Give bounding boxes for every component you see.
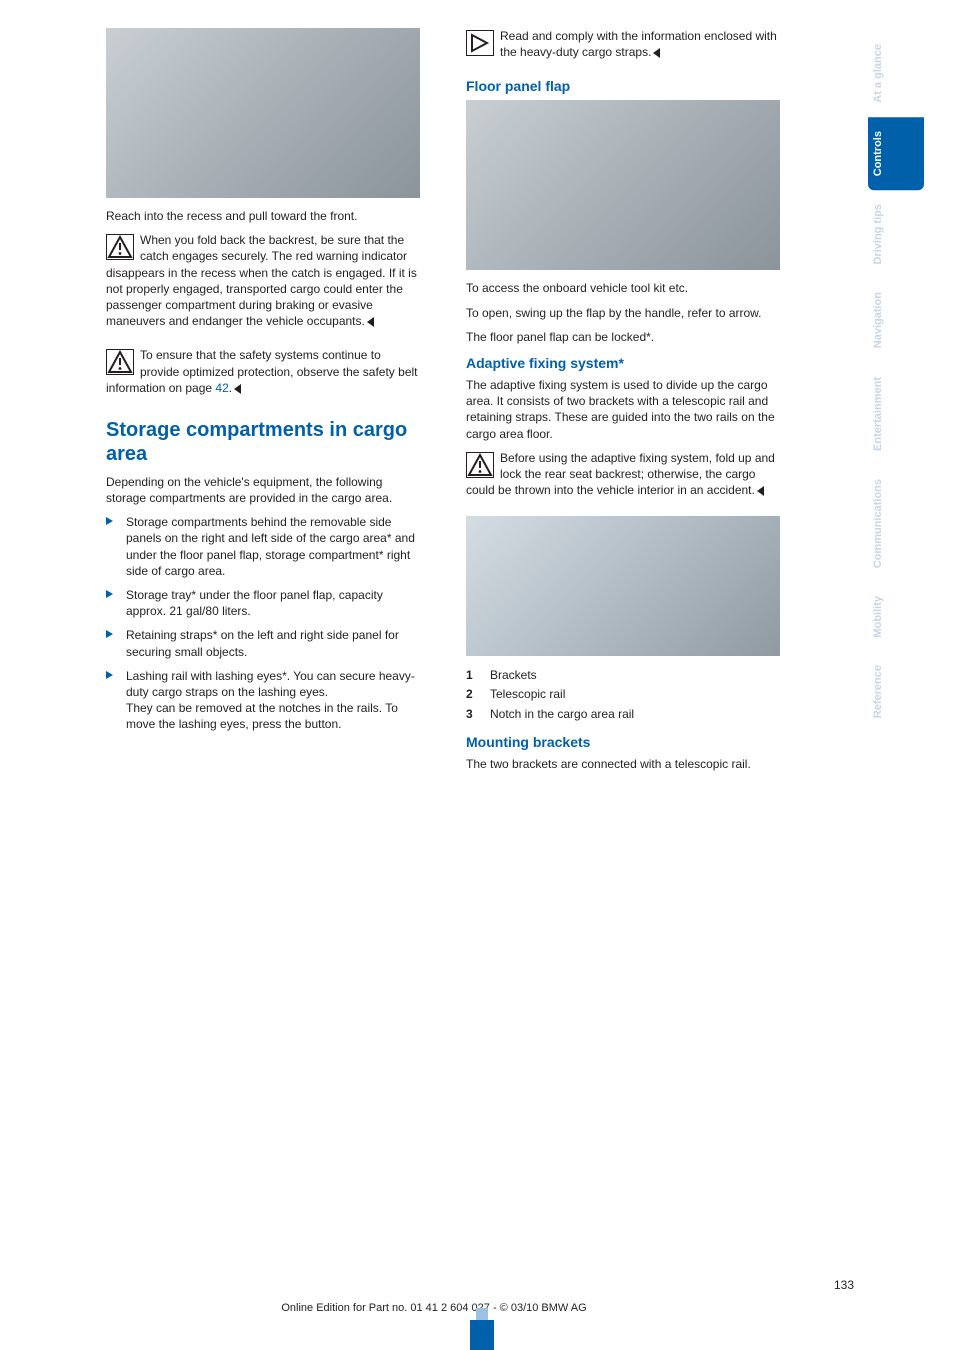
tab-at-a-glance[interactable]: At a glance [868,30,924,117]
tab-driving-tips[interactable]: Driving tips [868,190,924,279]
heading-storage-compartments: Storage compartments in cargo area [106,418,420,466]
tab-entertainment[interactable]: Entertainment [868,363,924,465]
warning-text: Before using the adaptive fixing system,… [466,450,780,499]
warning-text: When you fold back the backrest, be sure… [106,232,420,329]
p-mounting: The two brackets are connected with a te… [466,756,780,772]
heading-floor-panel-flap: Floor panel flap [466,78,780,94]
illustration-backrest-recess [106,28,420,198]
label-text: Telescopic rail [490,685,565,704]
footer-line: Online Edition for Part no. 01 41 2 604 … [0,1302,868,1314]
list-item: Retaining straps* on the left and right … [106,627,420,659]
end-marker-icon [234,384,241,394]
bracket-labels: 1 Brackets 2 Telescopic rail 3 Notch in the… [466,666,780,724]
tab-navigation[interactable]: Navigation [868,278,924,362]
info-cargo-straps: Read and comply with the information enc… [466,28,780,68]
info-text: Read and comply with the information enc… [466,28,780,60]
tab-communications[interactable]: Communications [868,465,924,582]
warning-icon [106,349,134,375]
page-marker-icon [470,1320,494,1350]
right-column: Read and comply with the information enc… [448,28,798,780]
storage-list: Storage compartments behind the removabl… [106,514,420,732]
list-item: Lashing rail with lashing eyes*. You can… [106,668,420,733]
warning-backrest-catch: When you fold back the backrest, be sure… [106,232,420,337]
end-marker-icon [653,48,660,58]
tab-controls[interactable]: Controls [868,117,924,190]
label-text: Brackets [490,666,537,685]
illustration-floor-flap [466,100,780,270]
label-num: 3 [466,705,478,724]
end-marker-icon [367,317,374,327]
p-floor-3: The floor panel flap can be locked*. [466,329,780,345]
label-num: 2 [466,685,478,704]
warning-safety-belt: To ensure that the safety systems contin… [106,347,420,404]
p-floor-2: To open, swing up the flap by the handle… [466,305,780,321]
tab-reference[interactable]: Reference [868,651,924,732]
warning-icon [106,234,134,260]
page-number: 133 [834,1278,854,1292]
intro-storage: Depending on the vehicle's equipment, th… [106,474,420,506]
heading-mounting-brackets: Mounting brackets [466,734,780,750]
label-text: Notch in the cargo area rail [490,705,634,724]
heading-adaptive-fixing: Adaptive fixing system* [466,355,780,371]
info-icon [466,30,494,56]
label-num: 1 [466,666,478,685]
side-tabs: At a glance Controls Driving tips Naviga… [868,30,924,733]
warning-icon [466,452,494,478]
left-column: Reach into the recess and pull toward th… [88,28,438,780]
warning-adaptive-fixing: Before using the adaptive fixing system,… [466,450,780,507]
p-adaptive-1: The adaptive fixing system is used to di… [466,377,780,442]
page-link-42[interactable]: 42 [215,381,228,395]
tab-mobility[interactable]: Mobility [868,582,924,652]
caption-recess: Reach into the recess and pull toward th… [106,208,420,224]
warning-text: To ensure that the safety systems contin… [106,347,420,396]
p-floor-1: To access the onboard vehicle tool kit e… [466,280,780,296]
illustration-brackets [466,516,780,656]
end-marker-icon [757,486,764,496]
list-item: Storage tray* under the floor panel flap… [106,587,420,619]
list-item: Storage compartments behind the removabl… [106,514,420,579]
